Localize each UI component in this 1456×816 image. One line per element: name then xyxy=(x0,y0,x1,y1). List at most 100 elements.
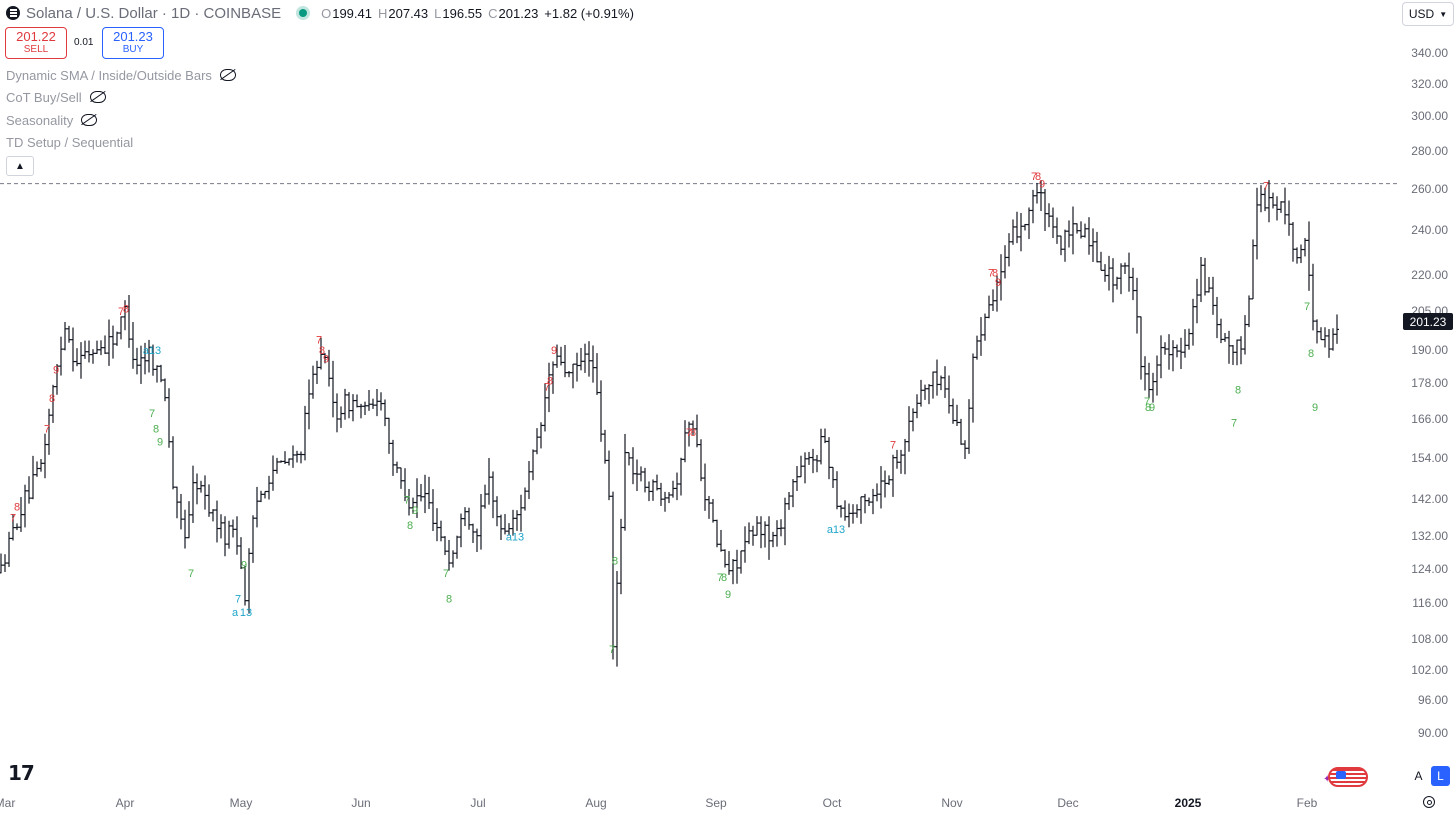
td-label: 7 xyxy=(988,268,994,280)
chevron-up-icon: ▲ xyxy=(15,160,25,172)
ohlc-bar xyxy=(1055,217,1059,244)
td-label: 8 xyxy=(1145,402,1151,414)
ohlc-bar xyxy=(659,482,663,506)
ohlc-bar xyxy=(1323,327,1327,348)
eye-off-icon[interactable] xyxy=(81,114,98,126)
ohlc-bar xyxy=(719,529,723,552)
ohlc-bar xyxy=(1195,278,1199,324)
ohlc-bar xyxy=(1095,231,1099,263)
td-label: 8 xyxy=(612,556,618,568)
ohlc-bar xyxy=(543,383,547,432)
ohlc-bar xyxy=(315,360,319,384)
currency-button[interactable]: USD ▼ xyxy=(1402,2,1454,26)
time-tick-label: Nov xyxy=(941,796,962,810)
ohlc-bar xyxy=(1215,296,1219,339)
auto-scale-button[interactable]: A xyxy=(1409,766,1428,786)
price-tick-label: 260.00 xyxy=(1411,182,1448,196)
ohlc-bar xyxy=(1275,196,1279,221)
price-tick-label: 102.00 xyxy=(1411,663,1448,677)
ohlc-bar xyxy=(1199,257,1203,302)
ohlc-bar xyxy=(439,520,443,542)
ohlc-bar xyxy=(1239,336,1243,365)
ohlc-bar xyxy=(119,316,123,340)
ohlc-bar xyxy=(463,507,467,527)
ohlc-bar xyxy=(243,565,247,606)
ohlc-bar xyxy=(115,331,119,346)
ohlc-bar xyxy=(371,398,375,409)
ohlc-bar xyxy=(51,384,55,423)
ohlc-bar xyxy=(899,449,903,474)
ohlc-bar xyxy=(803,452,807,484)
ohlc-bar xyxy=(391,439,395,476)
eye-off-icon[interactable] xyxy=(219,69,236,81)
eye-off-icon[interactable] xyxy=(89,91,106,103)
ohlc-bar xyxy=(935,359,939,396)
ohlc-bar xyxy=(511,509,515,536)
log-scale-button[interactable]: L xyxy=(1431,766,1450,786)
ohlc-bar xyxy=(399,467,403,489)
close-value: 201.23 xyxy=(498,5,539,21)
ohlc-bar xyxy=(139,345,143,384)
price-tick-label: 190.00 xyxy=(1411,343,1448,357)
ohlc-bar xyxy=(195,473,199,505)
ohlc-bar xyxy=(227,520,231,549)
ohlc-bar xyxy=(467,507,471,530)
ohlc-bar xyxy=(607,450,611,501)
ohlc-bar xyxy=(179,493,183,530)
td-label: 7 xyxy=(235,593,241,605)
ohlc-bar xyxy=(239,537,243,570)
ohlc-bar xyxy=(495,496,499,527)
ohlc-bar xyxy=(623,433,627,531)
buy-price: 201.23 xyxy=(113,29,153,44)
ohlc-bar xyxy=(507,523,511,536)
ohlc-bars-layer xyxy=(0,180,1339,667)
ohlc-bar xyxy=(1123,262,1127,274)
ohlc-bar xyxy=(1059,235,1063,256)
ohlc-bar xyxy=(879,466,883,509)
ohlc-bar xyxy=(311,365,315,399)
ohlc-bar xyxy=(1151,372,1155,403)
indicator-seasonality[interactable]: Seasonality xyxy=(6,111,98,129)
ohlc-bar xyxy=(71,327,75,372)
sell-button[interactable]: 201.22 SELL xyxy=(5,27,67,59)
ohlc-bar xyxy=(983,313,987,341)
collapse-legend-button[interactable]: ▲ xyxy=(6,156,34,176)
indicator-td-setup[interactable]: TD Setup / Sequential xyxy=(6,133,133,151)
tradingview-logo[interactable]: 17 xyxy=(8,761,35,785)
td-label: 9 xyxy=(241,560,247,572)
ohlc-bar xyxy=(1147,362,1151,399)
ohlc-bar xyxy=(843,500,847,521)
ohlc-bar xyxy=(451,550,455,568)
ohlc-bar xyxy=(1303,238,1307,257)
menu-icon[interactable] xyxy=(6,6,20,20)
buy-button[interactable]: 201.23 BUY xyxy=(102,27,164,59)
ohlc-bar xyxy=(339,406,343,428)
ohlc-bar xyxy=(183,509,187,549)
ohlc-bar xyxy=(111,325,115,359)
td-label: 7 xyxy=(1304,301,1310,313)
indicator-cot[interactable]: CoT Buy/Sell xyxy=(6,88,106,106)
time-tick-label: Jun xyxy=(351,796,370,810)
td-label: 7 xyxy=(10,513,16,525)
indicator-dynamic-sma[interactable]: Dynamic SMA / Inside/Outside Bars xyxy=(6,66,236,84)
td-label: 9 xyxy=(725,589,731,601)
high-value: 207.43 xyxy=(388,5,429,21)
flag-icon[interactable] xyxy=(1328,767,1368,787)
ohlc-bar xyxy=(275,457,279,474)
ohlc-bar xyxy=(263,490,267,499)
gear-icon[interactable] xyxy=(1423,796,1435,808)
ohlc-bar xyxy=(1159,335,1163,379)
ohlc-bar xyxy=(387,417,391,454)
currency-label: USD xyxy=(1408,7,1435,21)
sell-label: SELL xyxy=(23,44,49,55)
ohlc-bar xyxy=(503,514,507,535)
td-label: 8 xyxy=(407,520,413,532)
ohlc-bar xyxy=(727,551,731,575)
ohlc-bar xyxy=(307,379,311,430)
ohlc-bar xyxy=(295,450,299,463)
price-tick-label: 124.00 xyxy=(1411,562,1448,576)
symbol-title[interactable]: Solana / U.S. Dollar · 1D · COINBASE xyxy=(26,4,282,22)
ohlc-bar xyxy=(1155,355,1159,396)
ohlc-bar xyxy=(571,363,575,389)
